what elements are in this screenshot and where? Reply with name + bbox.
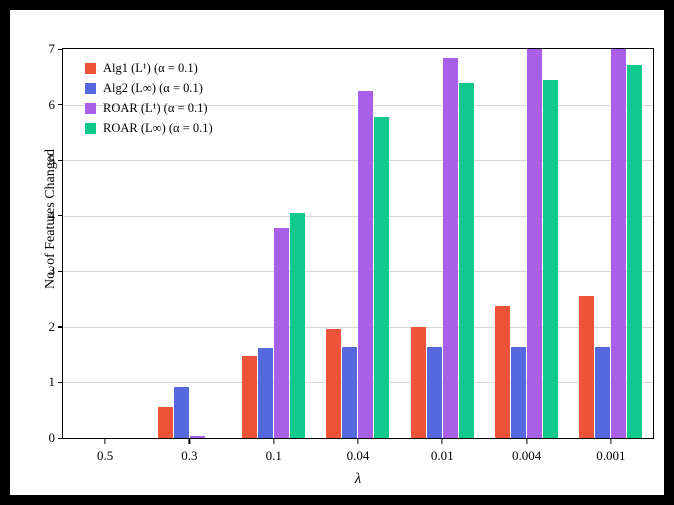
bar xyxy=(290,212,306,438)
legend-swatch-icon xyxy=(85,63,96,74)
bar xyxy=(627,64,643,438)
plot-area: 0 1 2 3 4 5 6 7 0.5 0.3 0.1 0.04 0.01 0.004 0.001 No.… xyxy=(43,41,654,487)
x-tick-mark xyxy=(357,438,359,444)
bar-group xyxy=(232,49,316,438)
x-tick-mark xyxy=(188,438,191,444)
x-tick-label: 0.3 xyxy=(181,448,198,463)
legend-swatch-icon xyxy=(85,83,96,94)
x-tick-label: 0.001 xyxy=(596,448,626,463)
bar xyxy=(442,58,458,438)
bar xyxy=(157,407,173,438)
y-tick-mark xyxy=(58,381,63,384)
bar xyxy=(495,305,511,438)
bar xyxy=(410,326,426,438)
legend-item: ROAR (L¹) (α = 0.1) xyxy=(85,101,213,116)
bar xyxy=(426,347,442,438)
bar xyxy=(595,347,611,438)
x-axis-label: λ xyxy=(354,471,362,487)
x-tick-label: 0.5 xyxy=(97,448,114,463)
x-tick-mark xyxy=(273,438,275,444)
bar xyxy=(374,117,390,438)
chart-figure: 0 1 2 3 4 5 6 7 0.5 0.3 0.1 0.04 0.01 0.004 0.001 No.… xyxy=(10,10,664,495)
gridline xyxy=(63,160,653,162)
y-tick-label: 4 xyxy=(48,207,56,223)
x-tick-mark xyxy=(441,438,443,444)
bar-group xyxy=(147,49,231,438)
legend-item: Alg2 (L∞) (α = 0.1) xyxy=(85,81,213,96)
bars-layer xyxy=(63,49,653,438)
y-tick-mark xyxy=(58,48,63,50)
bar xyxy=(579,296,595,438)
y-tick-mark xyxy=(58,104,63,106)
y-tick-mark xyxy=(58,215,63,217)
y-tick-mark xyxy=(58,159,63,161)
legend-label: ROAR (L∞) (α = 0.1) xyxy=(103,121,213,135)
y-tick-label: 6 xyxy=(48,96,56,112)
bar xyxy=(189,436,205,438)
bar xyxy=(342,347,358,438)
y-tick-label: 7 xyxy=(48,41,56,56)
bar xyxy=(527,49,543,438)
legend-item: ROAR (L∞) (α = 0.1) xyxy=(85,121,213,136)
gridline xyxy=(63,215,653,217)
gridline xyxy=(63,104,653,106)
bar xyxy=(511,347,527,438)
x-tick-mark xyxy=(104,438,106,444)
x-tick-label: 0.04 xyxy=(346,448,370,463)
bar xyxy=(173,386,189,438)
legend-swatch-icon xyxy=(85,103,96,114)
x-tick-mark xyxy=(610,438,612,444)
gridline xyxy=(63,326,653,328)
y-tick-label: 2 xyxy=(48,318,56,334)
y-tick-label: 5 xyxy=(48,152,56,168)
y-tick-label: 3 xyxy=(48,263,56,279)
legend-label: Alg2 (L∞) (α = 0.1) xyxy=(103,81,203,95)
x-tick-label: 0.004 xyxy=(511,448,542,463)
x-tick-mark xyxy=(525,438,528,444)
bar xyxy=(543,79,559,438)
bar xyxy=(242,355,258,438)
x-tick-label: 0.1 xyxy=(265,448,282,463)
bar-group xyxy=(484,49,568,438)
legend-label: ROAR (L¹) (α = 0.1) xyxy=(103,101,208,115)
y-tick-label: 1 xyxy=(48,374,56,390)
gridline xyxy=(63,271,653,273)
bar xyxy=(458,83,474,438)
x-tick-label: 0.01 xyxy=(430,448,454,463)
y-axis-label: No. of Features Changed xyxy=(43,149,58,289)
bar-group xyxy=(569,49,653,438)
gridline xyxy=(63,382,653,384)
bar xyxy=(611,49,627,438)
legend-label: Alg1 (L¹) (α = 0.1) xyxy=(103,61,198,75)
legend-item: Alg1 (L¹) (α = 0.1) xyxy=(85,61,213,76)
legend-swatch-icon xyxy=(85,123,96,134)
y-tick-mark xyxy=(58,270,63,272)
y-tick-mark xyxy=(58,326,63,328)
legend: Alg1 (L¹) (α = 0.1) Alg2 (L∞) (α = 0.1) RO… xyxy=(85,61,213,136)
y-tick-mark xyxy=(58,437,63,439)
bar-group xyxy=(316,49,400,438)
bar xyxy=(358,90,374,438)
y-tick-label: 0 xyxy=(48,430,56,445)
bar xyxy=(326,328,342,438)
bar xyxy=(274,227,290,438)
bar xyxy=(258,347,274,438)
bar-group xyxy=(400,49,484,438)
